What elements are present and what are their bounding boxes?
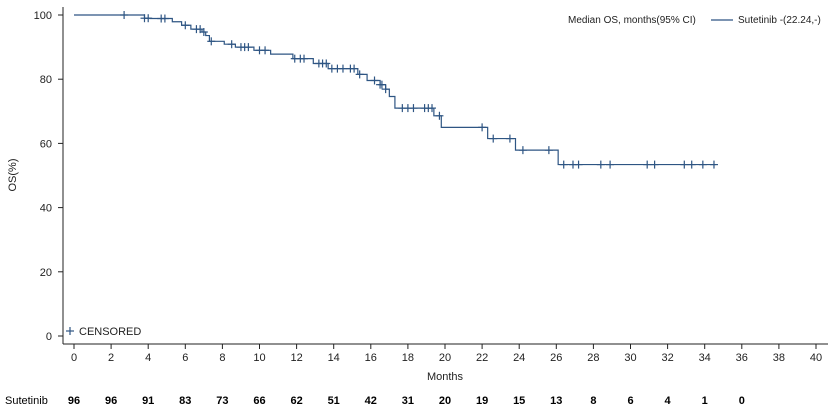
risk-count: 73 — [216, 395, 228, 407]
risk-count: 31 — [402, 395, 414, 407]
censor-mark — [428, 104, 437, 113]
censor-mark — [160, 14, 169, 23]
censor-marks — [120, 11, 718, 169]
x-tick-label: 28 — [587, 352, 599, 364]
risk-count: 83 — [179, 395, 191, 407]
x-tick-label: 6 — [182, 352, 188, 364]
censor-mark — [596, 160, 605, 169]
censor-mark — [261, 46, 270, 55]
x-tick-label: 30 — [624, 352, 636, 364]
censor-mark — [350, 64, 359, 73]
censor-mark — [518, 146, 527, 155]
censor-mark — [244, 43, 253, 52]
x-tick-label: 16 — [365, 352, 377, 364]
risk-count: 4 — [665, 395, 672, 407]
censor-mark — [227, 40, 236, 49]
risk-count: 8 — [590, 395, 596, 407]
censor-mark — [181, 21, 190, 30]
x-axis-title: Months — [427, 371, 464, 383]
risk-table-counts: 96 96 91 83 73 66 62 51 42 31 20 19 15 13 8 6 4 1 0 — [68, 395, 745, 407]
x-tick-label: 18 — [402, 352, 414, 364]
risk-count: 0 — [739, 395, 745, 407]
risk-count: 96 — [105, 395, 117, 407]
censor-mark — [698, 160, 707, 169]
censor-mark — [409, 104, 418, 113]
x-axis-ticks: 0 2 4 6 8 10 12 14 16 18 20 22 24 26 28 30 32 34 36 38 40 — [71, 344, 822, 364]
censor-mark — [478, 123, 487, 132]
y-tick-label: 20 — [40, 267, 52, 279]
risk-count: 42 — [365, 395, 377, 407]
risk-table-label: Sutetinib — [5, 395, 48, 407]
censor-mark — [322, 59, 331, 68]
x-tick-label: 22 — [476, 352, 488, 364]
y-axis-ticks: 0 20 40 60 80 100 — [34, 10, 63, 343]
x-tick-label: 10 — [253, 352, 265, 364]
risk-count: 13 — [550, 395, 562, 407]
y-tick-label: 60 — [40, 138, 52, 150]
risk-count: 91 — [142, 395, 154, 407]
y-tick-label: 0 — [46, 331, 52, 343]
x-tick-label: 4 — [145, 352, 151, 364]
x-tick-label: 20 — [439, 352, 451, 364]
x-tick-label: 8 — [219, 352, 225, 364]
censor-mark — [370, 76, 379, 85]
censor-mark — [355, 70, 364, 79]
y-tick-label: 40 — [40, 203, 52, 215]
risk-count: 6 — [627, 395, 633, 407]
risk-count: 96 — [68, 395, 80, 407]
risk-count: 20 — [439, 395, 451, 407]
risk-count: 15 — [513, 395, 525, 407]
censor-mark — [489, 134, 498, 143]
y-tick-label: 100 — [34, 10, 52, 22]
censored-legend-label: CENSORED — [79, 326, 141, 338]
x-tick-label: 32 — [661, 352, 673, 364]
risk-count: 62 — [290, 395, 302, 407]
survival-curve-sutetinib — [74, 14, 716, 166]
censor-mark — [687, 160, 696, 169]
x-tick-label: 24 — [513, 352, 525, 364]
legend-series-label: Sutetinib -(22.24,-) — [738, 15, 821, 26]
censored-legend: CENSORED — [66, 326, 141, 338]
censor-mark — [120, 11, 129, 19]
censor-mark — [207, 37, 216, 46]
x-tick-label: 12 — [290, 352, 302, 364]
censor-mark — [650, 160, 659, 169]
censor-mark — [680, 160, 689, 169]
x-tick-label: 0 — [71, 352, 77, 364]
legend-title: Median OS, months(95% CI) — [568, 15, 696, 26]
censor-mark — [709, 160, 718, 169]
x-tick-label: 2 — [108, 352, 114, 364]
censor-mark — [338, 64, 347, 73]
x-tick-label: 40 — [810, 352, 822, 364]
censor-mark — [544, 146, 553, 155]
y-tick-label: 80 — [40, 74, 52, 86]
x-tick-label: 38 — [773, 352, 785, 364]
censor-mark — [381, 85, 390, 94]
risk-count: 51 — [328, 395, 340, 407]
censor-mark — [199, 28, 208, 37]
censor-mark — [643, 160, 652, 169]
censor-mark — [144, 14, 153, 23]
x-tick-label: 14 — [328, 352, 340, 364]
censor-mark — [300, 54, 309, 63]
censor-mark — [559, 160, 568, 169]
risk-count: 1 — [702, 395, 708, 407]
risk-count: 19 — [476, 395, 488, 407]
x-tick-label: 36 — [736, 352, 748, 364]
risk-count: 66 — [253, 395, 265, 407]
censor-mark — [435, 111, 444, 120]
y-axis-title: OS(%) — [7, 159, 19, 192]
censor-mark — [377, 80, 386, 89]
x-tick-label: 26 — [550, 352, 562, 364]
censor-mark — [606, 160, 615, 169]
x-tick-label: 34 — [699, 352, 711, 364]
censor-mark — [574, 160, 583, 169]
censor-mark — [505, 134, 514, 143]
